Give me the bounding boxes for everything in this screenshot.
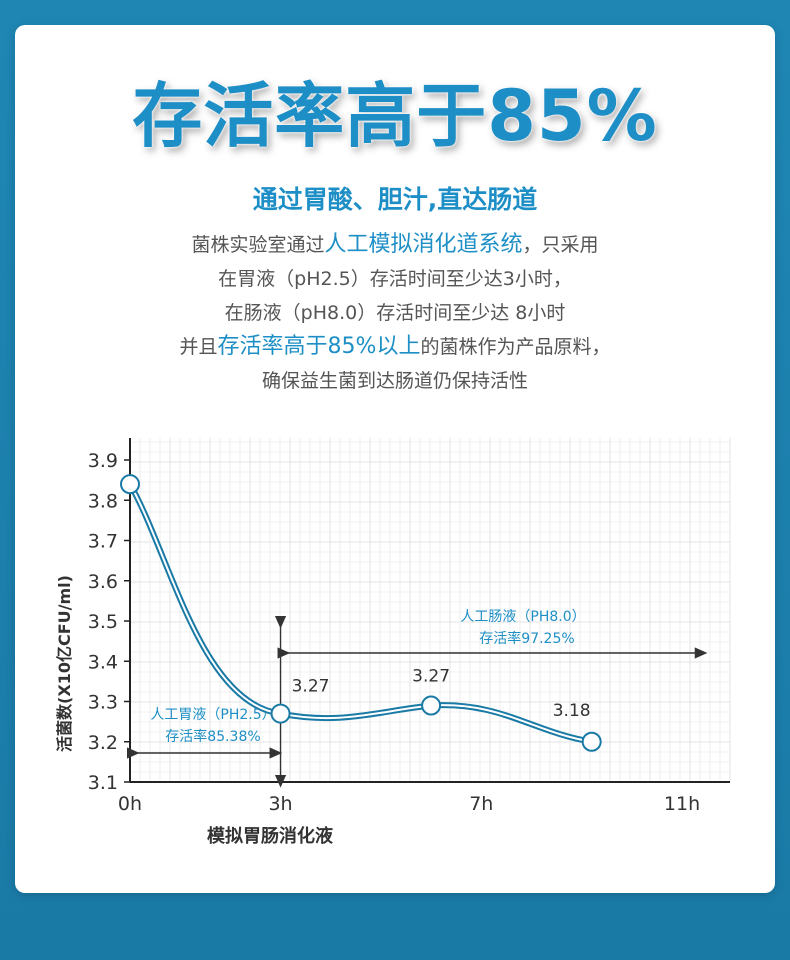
y-tick-label: 3.4 bbox=[88, 651, 118, 673]
y-tick-label: 3.1 bbox=[88, 772, 118, 794]
desc-line-1: 菌株实验室通过人工模拟消化道系统，只采用 bbox=[0, 228, 790, 262]
y-tick-label: 3.6 bbox=[88, 571, 118, 593]
gastric-title: 人工胃液（PH2.5） bbox=[150, 707, 275, 723]
x-tick-label: 0h bbox=[118, 793, 142, 815]
data-point bbox=[270, 703, 291, 724]
desc-line-3: 在肠液（pH8.0）存活时间至少达 8小时 bbox=[224, 302, 566, 324]
data-label: 3.27 bbox=[412, 667, 450, 687]
x-tick-label: 11h bbox=[664, 793, 700, 815]
desc-highlight: 存活率高于85%以上 bbox=[217, 334, 421, 359]
data-label: 3.18 bbox=[553, 701, 591, 721]
desc-line-2: 在胃液（pH2.5）存活时间至少达3小时， bbox=[218, 268, 572, 290]
y-axis-label: 活菌数(X10亿CFU/ml) bbox=[55, 575, 74, 752]
x-tick-label: 3h bbox=[268, 793, 292, 815]
survival-chart: 3.1 3.2 3.3 3.4 3.5 3.6 3.7 3.8 3.9 0h 3h 7h 11h 人工胃… bbox=[55, 438, 731, 847]
y-tick-label: 3.2 bbox=[88, 732, 118, 754]
chart-ticks: 3.1 3.2 3.3 3.4 3.5 3.6 3.7 3.8 3.9 0h 3h 7h 11h bbox=[88, 450, 700, 815]
headline: 存活率高于85% bbox=[132, 75, 658, 157]
subheadline: 通过胃酸、胆汁,直达肠道 bbox=[252, 185, 538, 214]
desc-line-4: 并且存活率高于85%以上的菌株作为产品原料， bbox=[0, 330, 790, 364]
y-tick-label: 3.3 bbox=[88, 692, 118, 714]
chart-annotations: 人工胃液（PH2.5） 存活率85.38% 人工肠液（PH8.0） 存活率97.25% bbox=[127, 609, 708, 788]
desc-highlight: 人工模拟消化道系统 bbox=[324, 232, 523, 257]
y-tick-label: 3.9 bbox=[88, 450, 118, 472]
desc-text: 并且 bbox=[179, 336, 218, 358]
data-point bbox=[120, 474, 140, 495]
x-tick-label: 7h bbox=[469, 793, 493, 815]
data-point bbox=[421, 695, 442, 716]
x-axis-label: 模拟胃肠消化液 bbox=[207, 825, 334, 847]
data-point bbox=[581, 731, 602, 752]
gastric-rate: 存活率85.38% bbox=[165, 728, 260, 745]
description: 菌株实验室通过人工模拟消化道系统，只采用 在胃液（pH2.5）存活时间至少达3小… bbox=[0, 228, 790, 398]
chart-grid bbox=[129, 438, 731, 783]
y-tick-label: 3.5 bbox=[88, 611, 118, 633]
data-label: 3.27 bbox=[292, 677, 330, 697]
desc-text: 菌株实验室通过 bbox=[191, 234, 325, 256]
desc-text: ，只采用 bbox=[522, 234, 599, 256]
series-line-inner bbox=[129, 483, 592, 743]
chart-axes bbox=[129, 438, 730, 783]
desc-text: 的菌株作为产品原料， bbox=[420, 336, 611, 358]
chart-series: 3.27 3.27 3.18 bbox=[120, 474, 602, 752]
intestinal-title: 人工肠液（PH8.0） bbox=[460, 609, 585, 625]
desc-line-5: 确保益生菌到达肠道仍保持活性 bbox=[261, 370, 528, 392]
y-tick-label: 3.7 bbox=[88, 531, 118, 553]
y-tick-label: 3.8 bbox=[88, 490, 118, 512]
intestinal-rate: 存活率97.25% bbox=[479, 630, 574, 647]
